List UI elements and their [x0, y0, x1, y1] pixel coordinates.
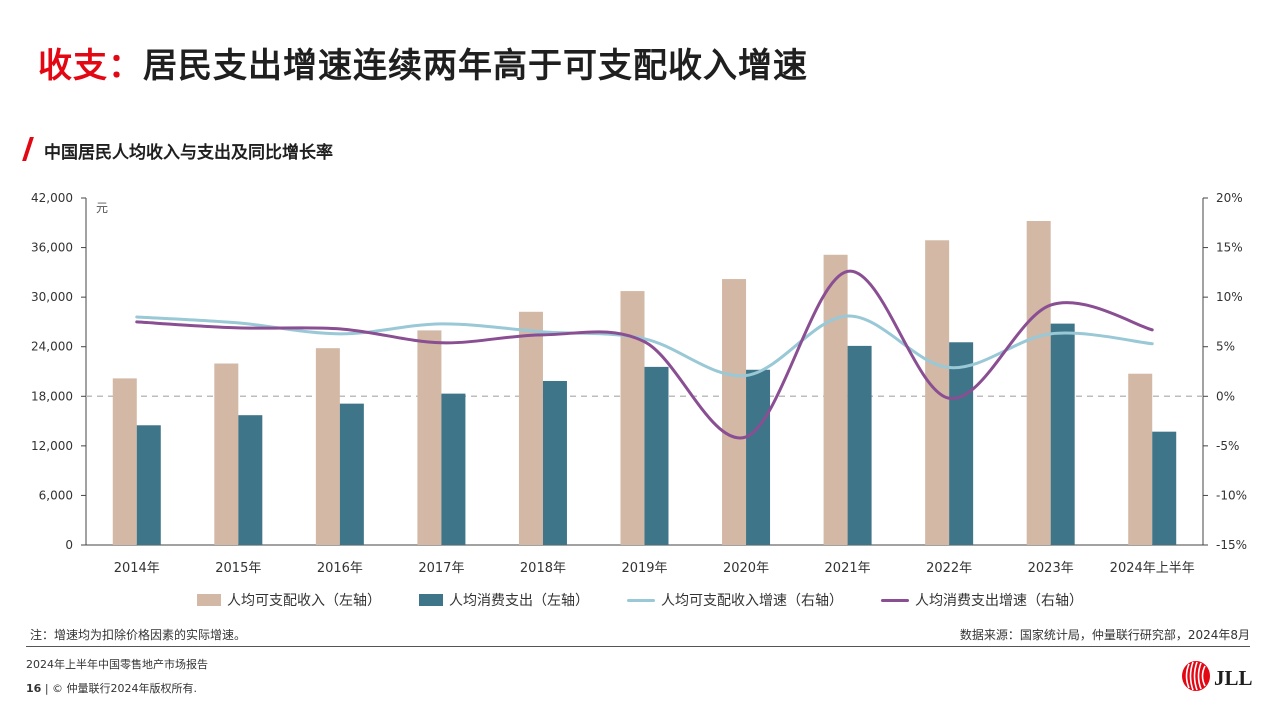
bar-income — [722, 279, 747, 545]
report-name: 2024年上半年中国零售地产市场报告 — [26, 658, 208, 671]
page-title: 收支：居民支出增速连续两年高于可支配收入增速 — [38, 38, 808, 87]
bar-expense — [542, 380, 567, 545]
y-left-tick-label: 42,000 — [31, 191, 73, 205]
bar-income — [112, 378, 137, 545]
data-source: 数据来源：国家统计局，仲量联行研究部，2024年8月 — [959, 628, 1250, 642]
bar-income — [417, 330, 442, 545]
y-left-tick-label: 18,000 — [31, 389, 73, 403]
legend-label-income: 人均可支配收入（左轴） — [227, 593, 381, 609]
bar-expense — [949, 342, 974, 545]
y-left-tick-label: 30,000 — [31, 290, 73, 304]
x-tick-label: 2024年上半年 — [1110, 561, 1195, 576]
legend-swatch-expense-growth — [881, 598, 909, 602]
legend-label-expense-growth: 人均消费支出增速（右轴） — [915, 593, 1083, 609]
line-expense-growth — [135, 269, 1154, 440]
y-right-tick-label: -15% — [1216, 538, 1247, 552]
page-title-text: 居民支出增速连续两年高于可支配收入增速 — [143, 46, 808, 86]
y-right-tick-label: 5% — [1216, 340, 1235, 354]
chart-note: 注：增速均为扣除价格因素的实际增速。 — [30, 628, 247, 642]
legend-swatch-income — [197, 594, 221, 606]
page-title-highlight: 收支： — [38, 46, 143, 86]
legend-swatch-expense — [419, 594, 443, 606]
legend-label-expense: 人均消费支出（左轴） — [449, 593, 589, 609]
bar-expense — [847, 345, 872, 545]
y-left-tick-label: 12,000 — [31, 439, 73, 453]
y-left-tick-label: 6,000 — [39, 488, 73, 502]
x-tick-label: 2016年 — [317, 561, 363, 576]
legend-item-income-growth: 人均可支配收入增速（右轴） — [627, 590, 843, 610]
y-right-tick-label: 10% — [1216, 290, 1243, 304]
bar-expense — [644, 366, 669, 545]
jll-logo: JLL — [1182, 661, 1253, 691]
jll-logo-mark — [1182, 661, 1210, 691]
bar-expense — [136, 425, 161, 545]
footer-copyright: 16 | © 仲量联行2024年版权所有. — [26, 680, 197, 696]
legend-label-income-growth: 人均可支配收入增速（右轴） — [661, 593, 843, 609]
chart-subtitle: 中国居民人均收入与支出及同比增长率 — [44, 143, 333, 163]
legend-item-income: 人均可支配收入（左轴） — [197, 590, 381, 610]
bar-income — [620, 291, 645, 545]
y-left-unit-label: 元 — [96, 201, 108, 215]
y-left-tick-label: 24,000 — [31, 340, 73, 354]
x-tick-label: 2021年 — [825, 561, 871, 576]
y-left-tick-label: 36,000 — [31, 241, 73, 255]
legend-swatch-income-growth — [627, 598, 655, 602]
legend-item-expense-growth: 人均消费支出增速（右轴） — [881, 590, 1083, 610]
line-income-growth — [135, 314, 1154, 378]
bar-income — [1026, 220, 1051, 545]
bar-income — [1128, 373, 1153, 545]
x-tick-label: 2015年 — [215, 561, 261, 576]
bar-expense — [1050, 323, 1075, 545]
x-tick-label: 2018年 — [520, 561, 566, 576]
page-number: 16 — [26, 682, 42, 695]
bar-income — [315, 348, 340, 545]
chart-legend: 人均可支配收入（左轴） 人均消费支出（左轴） 人均可支配收入增速（右轴） 人均消… — [0, 590, 1280, 610]
bar-expense — [441, 393, 466, 545]
y-right-tick-label: 20% — [1216, 191, 1243, 205]
bar-expense — [1152, 431, 1177, 545]
bar-expense — [238, 415, 263, 545]
bar-income — [214, 363, 239, 545]
y-left-tick-label: 0 — [65, 538, 73, 552]
bar-expense — [746, 369, 771, 545]
legend-item-expense: 人均消费支出（左轴） — [419, 590, 589, 610]
y-right-tick-label: 0% — [1216, 389, 1235, 403]
x-tick-label: 2019年 — [621, 561, 667, 576]
jll-logo-wordmark: JLL — [1214, 666, 1253, 690]
bar-income — [823, 254, 848, 545]
y-right-tick-label: -5% — [1216, 439, 1239, 453]
x-tick-label: 2014年 — [114, 561, 160, 576]
x-tick-label: 2023年 — [1028, 561, 1074, 576]
copyright-text: | © 仲量联行2024年版权所有. — [44, 682, 198, 695]
y-right-tick-label: 15% — [1216, 241, 1243, 255]
bar-expense — [339, 403, 364, 545]
bar-income — [518, 311, 543, 545]
chart-canvas: 0 6,000 12,000 18,000 24,000 30,000 36,000 42,0… — [31, 191, 1247, 576]
x-tick-label: 2017年 — [418, 561, 464, 576]
footer-divider — [26, 646, 1250, 647]
y-right-tick-label: -10% — [1216, 488, 1247, 502]
x-tick-label: 2020年 — [723, 561, 769, 576]
x-tick-label: 2022年 — [926, 561, 972, 576]
